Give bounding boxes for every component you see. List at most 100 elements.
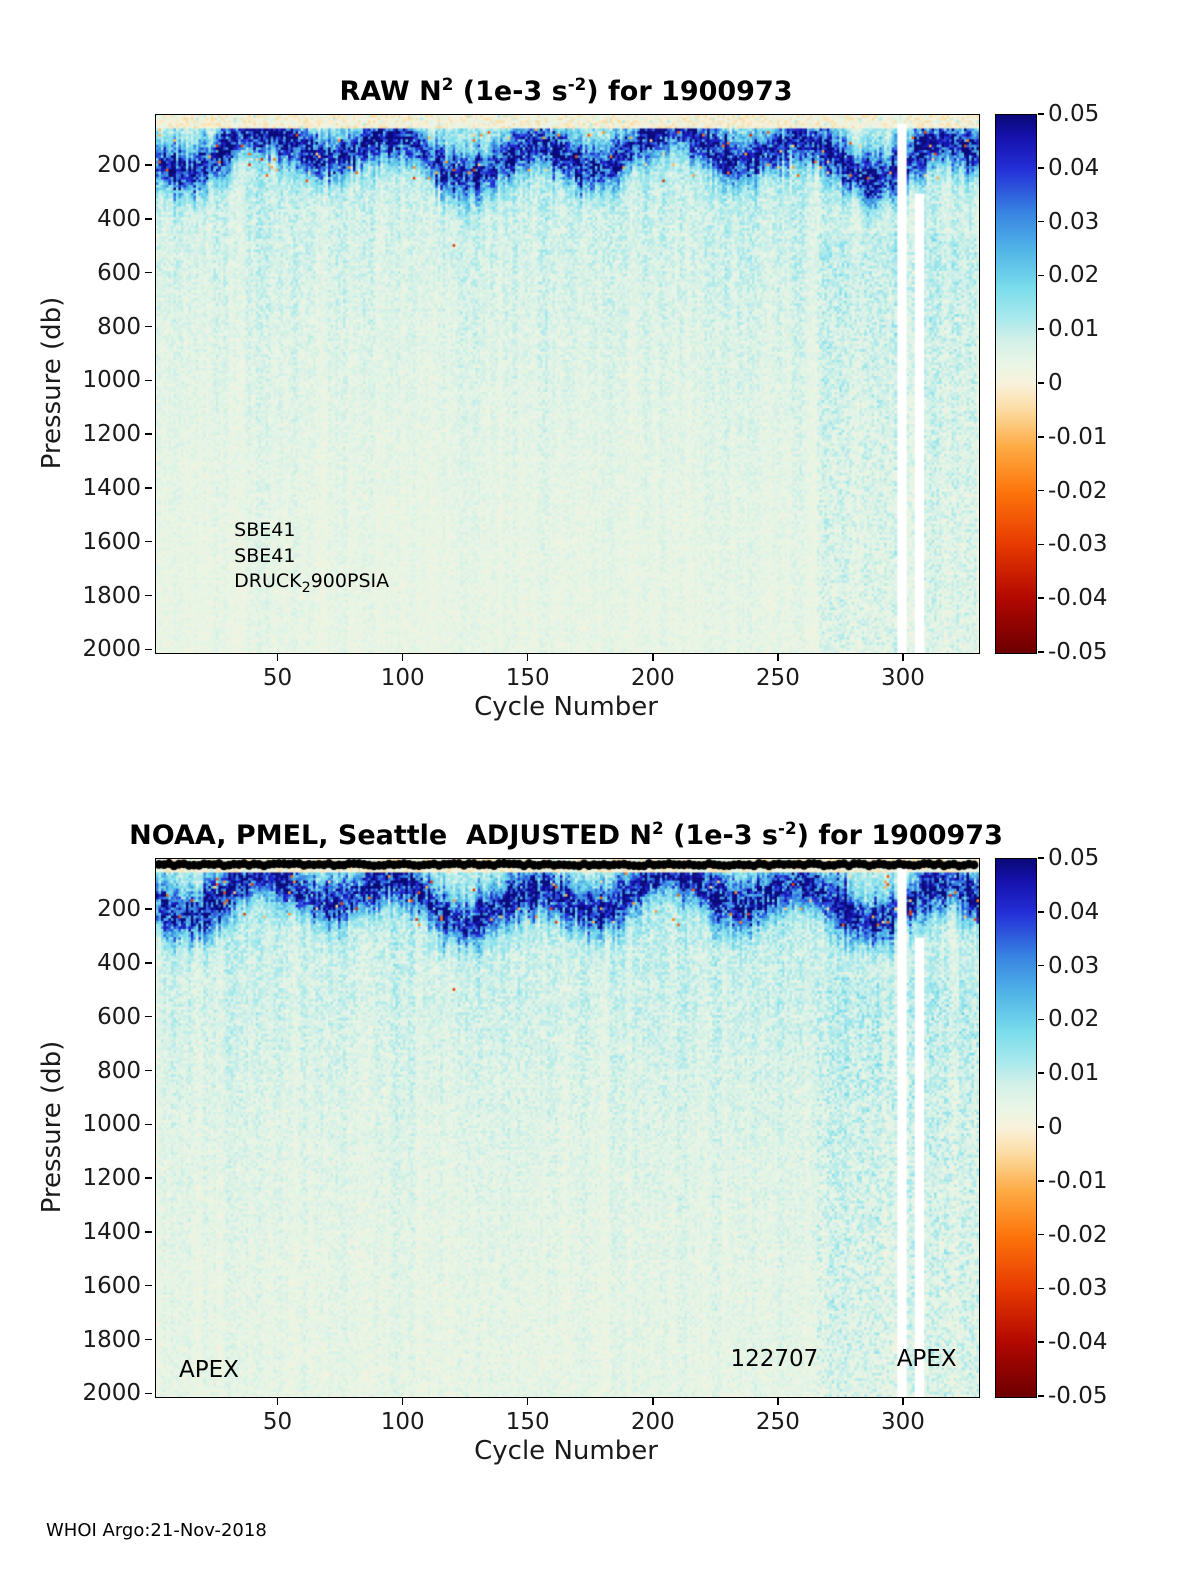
- adjusted-colorbar: [995, 858, 1037, 1398]
- colorbar-tick: [1038, 857, 1044, 859]
- raw-colorbar: [995, 114, 1037, 654]
- x-tick: [526, 1398, 529, 1405]
- y-tick: [145, 1177, 152, 1179]
- y-tick-label: 2000: [82, 1380, 141, 1407]
- y-tick: [145, 433, 152, 435]
- colorbar-tick-label: 0.01: [1048, 316, 1100, 343]
- y-tick-label: 1400: [82, 474, 141, 501]
- raw-colorbar-gradient: [996, 115, 1036, 653]
- colorbar-tick-label: 0.03: [1048, 208, 1100, 235]
- y-tick-label: 800: [97, 313, 141, 340]
- y-tick: [145, 1338, 152, 1341]
- y-tick: [145, 325, 152, 328]
- adjusted-heatmap-canvas: [156, 859, 979, 1397]
- y-tick: [145, 908, 152, 910]
- x-tick: [276, 654, 279, 661]
- y-tick: [145, 379, 152, 382]
- y-tick: [145, 1123, 152, 1126]
- x-tick-label: 100: [380, 665, 425, 691]
- panel-1-xlabel: Cycle Number: [474, 1436, 658, 1466]
- x-tick: [652, 1398, 654, 1405]
- x-tick-label: 50: [262, 665, 293, 691]
- colorbar-tick: [1038, 113, 1044, 115]
- colorbar-tick: [1038, 1180, 1044, 1182]
- annotation: APEX: [896, 1346, 957, 1373]
- colorbar-tick-label: -0.05: [1048, 639, 1108, 665]
- y-tick-label: 1600: [82, 1272, 141, 1299]
- y-tick-label: 1400: [82, 1218, 141, 1245]
- raw-plot-area: SBE41 SBE41 DRUCK2900PSIA: [155, 114, 980, 654]
- y-tick: [145, 164, 152, 166]
- x-tick: [526, 654, 529, 661]
- y-tick-label: 600: [97, 1003, 141, 1030]
- x-tick: [777, 1398, 779, 1405]
- colorbar-tick: [1038, 489, 1044, 492]
- colorbar-tick: [1038, 1395, 1044, 1397]
- colorbar-tick-label: 0.02: [1048, 1006, 1100, 1033]
- panel-1-ylabel: Pressure (db): [37, 1040, 67, 1214]
- colorbar-tick-label: -0.03: [1048, 1275, 1108, 1302]
- colorbar-tick: [1038, 964, 1044, 967]
- y-tick-label: 1800: [82, 582, 141, 609]
- x-tick-label: 50: [262, 1409, 293, 1435]
- colorbar-tick: [1038, 382, 1044, 384]
- y-tick: [145, 648, 152, 651]
- colorbar-tick: [1038, 328, 1044, 330]
- colorbar-tick-label: 0.04: [1048, 154, 1100, 181]
- y-tick-label: 1000: [82, 367, 141, 394]
- colorbar-tick-label: -0.02: [1048, 1221, 1108, 1248]
- x-tick-label: 300: [881, 665, 925, 691]
- y-tick-label: 200: [97, 896, 141, 923]
- raw-heatmap-canvas: [156, 115, 979, 653]
- x-tick: [902, 1398, 904, 1405]
- y-tick-label: 1000: [82, 1111, 141, 1138]
- y-tick-label: 1600: [82, 528, 141, 555]
- colorbar-tick-label: -0.05: [1048, 1383, 1108, 1409]
- y-tick-label: 400: [97, 205, 141, 232]
- colorbar-tick: [1038, 911, 1044, 913]
- y-tick: [145, 1015, 152, 1018]
- colorbar-tick: [1038, 436, 1044, 438]
- y-tick-label: 1800: [82, 1326, 141, 1353]
- annotation: APEX: [179, 1356, 239, 1383]
- x-tick-label: 100: [380, 1409, 425, 1435]
- colorbar-tick: [1038, 1126, 1044, 1128]
- colorbar-tick-label: 0.05: [1048, 101, 1100, 127]
- colorbar-tick: [1038, 543, 1044, 546]
- y-tick-label: 2000: [82, 636, 141, 663]
- x-tick-label: 300: [881, 1409, 925, 1435]
- y-tick: [145, 1231, 152, 1233]
- x-tick: [401, 1398, 404, 1405]
- x-tick: [276, 1398, 279, 1405]
- x-tick: [777, 654, 779, 661]
- annotation: DRUCK2900PSIA: [234, 569, 390, 596]
- y-tick: [145, 1069, 152, 1072]
- x-tick-label: 200: [630, 1409, 675, 1435]
- x-tick-label: 250: [755, 1409, 800, 1435]
- annotation: SBE41: [234, 545, 296, 568]
- y-tick-label: 400: [97, 949, 141, 976]
- colorbar-tick-label: 0: [1048, 1114, 1063, 1140]
- colorbar-tick: [1038, 1233, 1044, 1236]
- x-tick-label: 200: [630, 665, 675, 691]
- colorbar-tick: [1038, 1072, 1044, 1074]
- panel-0-xlabel: Cycle Number: [474, 692, 658, 722]
- y-tick: [145, 962, 152, 964]
- annotation: 122707: [730, 1346, 819, 1373]
- y-tick: [145, 1284, 152, 1287]
- x-tick: [902, 654, 904, 661]
- colorbar-tick-label: 0.03: [1048, 952, 1100, 979]
- y-tick: [145, 1392, 152, 1395]
- x-tick: [401, 654, 404, 661]
- x-tick-label: 150: [505, 665, 550, 691]
- y-tick-label: 800: [97, 1057, 141, 1084]
- panel-0-title: RAW N2 (1e-3 s-2) for 1900973: [339, 74, 793, 107]
- colorbar-tick-label: -0.01: [1048, 423, 1108, 450]
- colorbar-tick-label: -0.01: [1048, 1167, 1108, 1194]
- x-tick-label: 250: [755, 665, 800, 691]
- panel-0-ylabel: Pressure (db): [37, 296, 67, 470]
- colorbar-tick-label: 0.01: [1048, 1060, 1100, 1087]
- colorbar-tick-label: 0: [1048, 370, 1063, 396]
- y-tick-label: 1200: [82, 421, 141, 448]
